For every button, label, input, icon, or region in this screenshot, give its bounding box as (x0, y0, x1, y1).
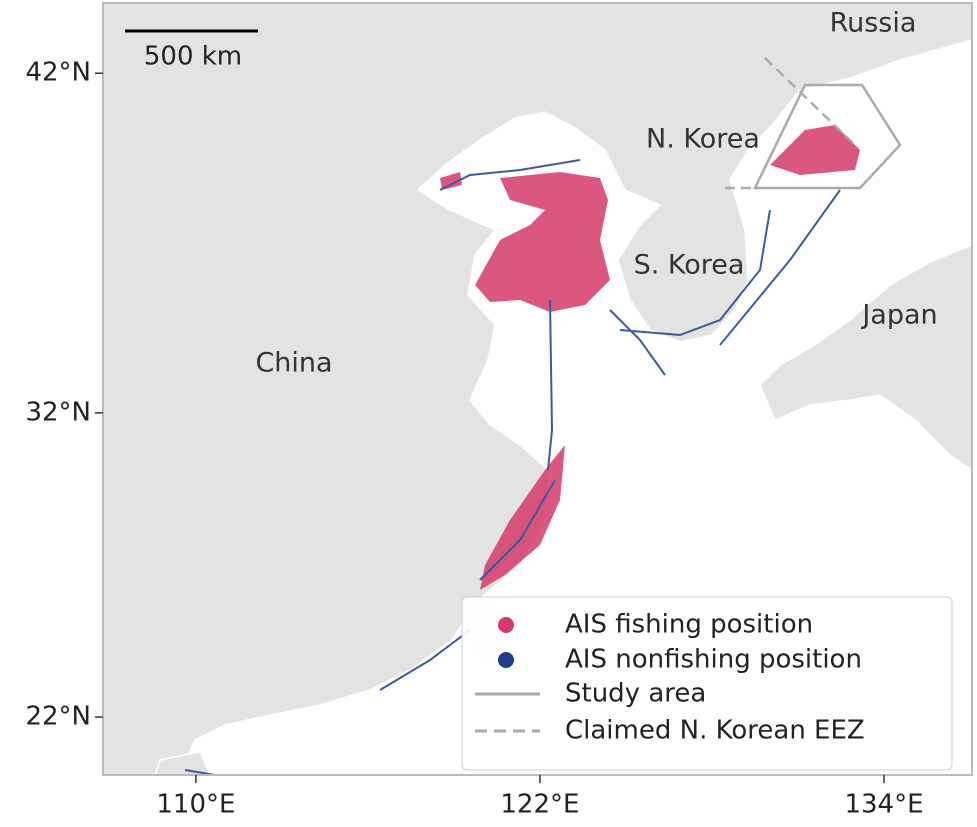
scale-bar-label: 500 km (144, 42, 242, 72)
legend-label: Claimed N. Korean EEZ (565, 716, 865, 746)
fishing-area (770, 125, 860, 175)
ais-tracks (184, 125, 860, 776)
study-area (725, 57, 902, 190)
legend-label: AIS fishing position (565, 610, 813, 640)
y-tick-label: 22°N (25, 702, 91, 732)
fishing-area (480, 445, 565, 590)
x-tick-label: 134°E (844, 790, 923, 820)
legend-label: AIS nonfishing position (565, 645, 862, 675)
place-label: Russia (830, 8, 917, 39)
map-frame (102, 2, 973, 776)
legend-box (461, 596, 953, 771)
legend-label: Study area (565, 679, 706, 709)
legend-marker (498, 617, 514, 633)
eez-line (725, 57, 859, 190)
legend-marker (498, 652, 514, 668)
x-tick-label: 122°E (500, 790, 579, 820)
japan (759, 243, 973, 472)
place-label: S. Korea (634, 250, 745, 281)
place-label: N. Korea (646, 124, 760, 155)
study-area-outline (753, 83, 902, 190)
x-tick-label: 110°E (156, 790, 235, 820)
fishing-area (440, 172, 462, 190)
y-tick-label: 32°N (25, 397, 91, 427)
fishing-area (475, 172, 610, 312)
place-label: Japan (860, 300, 937, 331)
nonfishing-tracks (184, 159, 841, 776)
y-tick-label: 42°N (25, 58, 91, 88)
place-label: China (255, 348, 332, 379)
